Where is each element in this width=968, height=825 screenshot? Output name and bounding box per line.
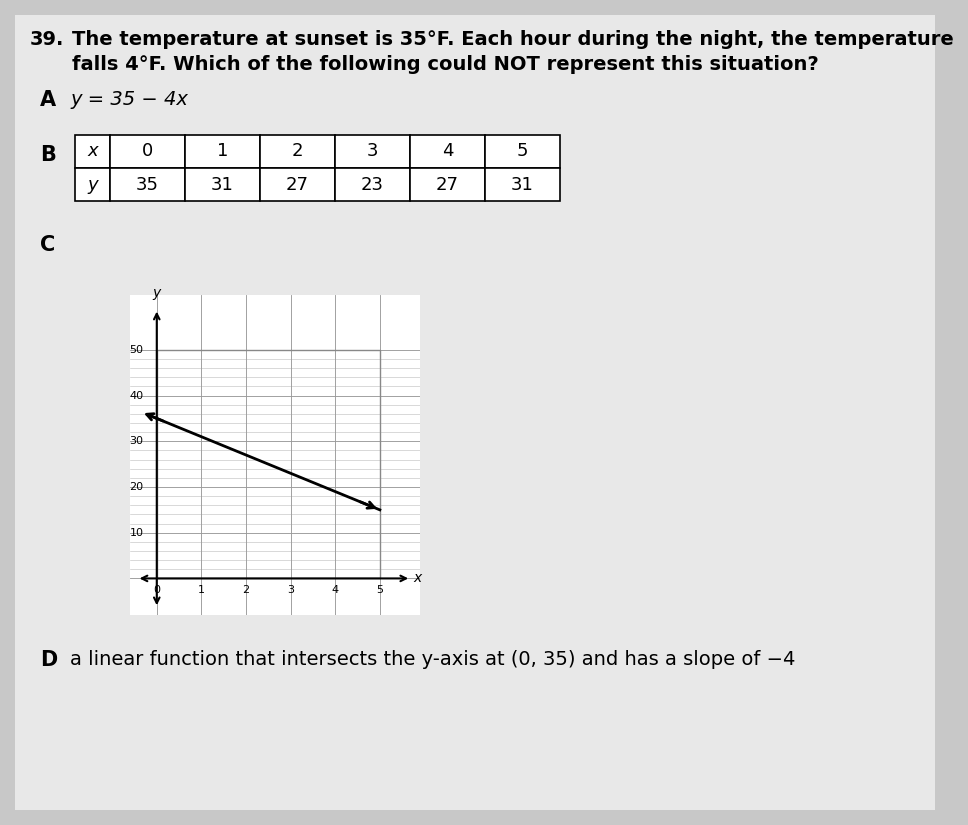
Text: falls 4°F. Which of the following could NOT represent this situation?: falls 4°F. Which of the following could … [72, 55, 819, 74]
Text: The temperature at sunset is 35°F. Each hour during the night, the temperature: The temperature at sunset is 35°F. Each … [72, 30, 953, 49]
Text: a linear function that intersects the y-axis at (0, 35) and has a slope of −4: a linear function that intersects the y-… [70, 650, 796, 669]
Text: y: y [87, 176, 98, 194]
Bar [335, 168, 410, 201]
Text: 20: 20 [130, 482, 143, 492]
Bar [260, 168, 335, 201]
Text: A: A [40, 90, 56, 110]
Text: y = 35 − 4x: y = 35 − 4x [70, 90, 188, 109]
Bar [485, 135, 560, 168]
Bar [260, 135, 335, 168]
Text: 50: 50 [130, 345, 143, 355]
Text: 3: 3 [367, 143, 378, 161]
Text: x: x [413, 572, 421, 586]
Text: x: x [87, 143, 98, 161]
Text: 1: 1 [217, 143, 228, 161]
Text: 31: 31 [511, 176, 534, 194]
Bar [335, 135, 410, 168]
Bar [185, 168, 260, 201]
Text: 23: 23 [361, 176, 384, 194]
Bar [185, 135, 260, 168]
Bar [485, 168, 560, 201]
Text: 0: 0 [153, 585, 161, 596]
Text: 39.: 39. [30, 30, 65, 49]
Text: 2: 2 [242, 585, 250, 596]
Text: 30: 30 [130, 436, 143, 446]
Text: 40: 40 [130, 390, 143, 401]
Text: C: C [40, 235, 55, 255]
Text: 10: 10 [130, 528, 143, 538]
Text: D: D [40, 650, 57, 670]
Bar [410, 135, 485, 168]
Text: 27: 27 [286, 176, 309, 194]
Text: 4: 4 [332, 585, 339, 596]
Text: 4: 4 [441, 143, 453, 161]
Text: y: y [153, 285, 161, 299]
Bar [110, 135, 185, 168]
Text: 31: 31 [211, 176, 234, 194]
Bar [157, 350, 379, 578]
Text: 0: 0 [142, 143, 153, 161]
Text: 5: 5 [517, 143, 529, 161]
Bar [75, 168, 110, 201]
Text: 27: 27 [436, 176, 459, 194]
Text: 1: 1 [197, 585, 205, 596]
Text: 3: 3 [287, 585, 294, 596]
Text: 35: 35 [136, 176, 159, 194]
Text: B: B [40, 145, 56, 165]
Bar [110, 168, 185, 201]
Bar [410, 168, 485, 201]
Bar [75, 135, 110, 168]
Text: 5: 5 [377, 585, 383, 596]
Text: 2: 2 [291, 143, 303, 161]
